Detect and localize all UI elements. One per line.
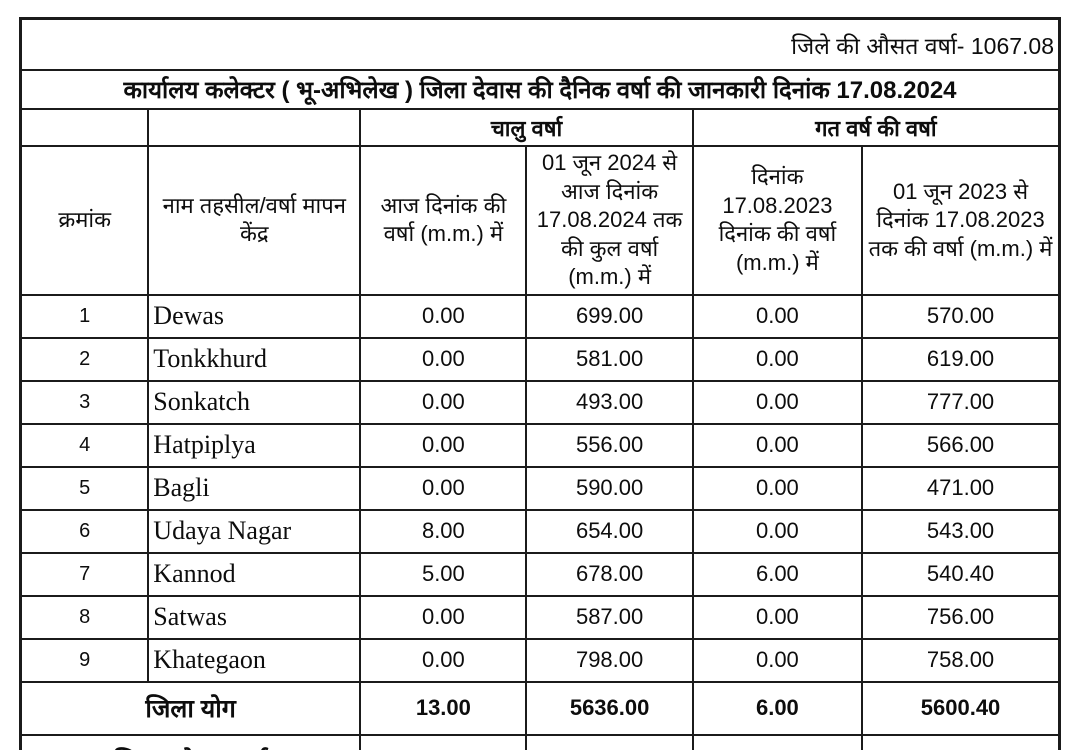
row-serial-number: 7 xyxy=(19,551,150,597)
row-today-rain: 0.00 xyxy=(359,379,528,425)
row-prev-today-rain: 0.00 xyxy=(691,293,864,339)
table-row: 6 Udaya Nagar 8.00 654.00 0.00 543.00 xyxy=(19,508,1061,554)
row-prev-cumulative-rain: 471.00 xyxy=(861,465,1061,511)
row-today-rain: 0.00 xyxy=(359,594,528,640)
row-prev-today-rain: 0.00 xyxy=(691,637,864,683)
row-prev-today-rain: 0.00 xyxy=(691,465,864,511)
row-prev-today-rain: 0.00 xyxy=(691,379,864,425)
row-prev-cumulative-rain: 758.00 xyxy=(861,637,1061,683)
column-header-row: क्रमांक नाम तहसील/वर्षा मापन केंद्र आज द… xyxy=(19,145,1061,296)
district-total-row: जिला योग 13.00 5636.00 6.00 5600.40 xyxy=(19,680,1061,736)
column-header-prev-today-rain: दिनांक 17.08.2023 दिनांक की वर्षा (m.m.)… xyxy=(691,145,864,296)
row-today-rain: 5.00 xyxy=(359,551,528,597)
district-total-today: 13.00 xyxy=(359,680,528,736)
row-serial-number: 4 xyxy=(19,422,150,468)
column-header-sno: क्रमांक xyxy=(19,145,150,296)
table-row: 5 Bagli 0.00 590.00 0.00 471.00 xyxy=(19,465,1061,511)
table-row: 9 Khategaon 0.00 798.00 0.00 758.00 xyxy=(19,637,1061,683)
row-today-rain: 0.00 xyxy=(359,293,528,339)
table-row: 2 Tonkkhurd 0.00 581.00 0.00 619.00 xyxy=(19,336,1061,382)
row-serial-number: 1 xyxy=(19,293,150,339)
row-today-rain: 0.00 xyxy=(359,336,528,382)
row-tehsil-name: Kannod xyxy=(147,551,362,597)
column-header-cumulative-rain: 01 जून 2024 से आज दिनांक 17.08.2024 तक क… xyxy=(525,145,694,296)
row-cumulative-rain: 581.00 xyxy=(525,336,694,382)
row-today-rain: 0.00 xyxy=(359,637,528,683)
rainfall-table: जिले की औसत वर्षा- 1067.08 कार्यालय कलेक… xyxy=(19,17,1061,750)
row-cumulative-rain: 699.00 xyxy=(525,293,694,339)
row-serial-number: 6 xyxy=(19,508,150,554)
district-average-rainfall-label: जिला औसत वर्षा xyxy=(19,733,362,750)
row-cumulative-rain: 654.00 xyxy=(525,508,694,554)
row-cumulative-rain: 590.00 xyxy=(525,465,694,511)
column-header-prev-cumulative-rain: 01 जून 2023 से दिनांक 17.08.2023 तक की व… xyxy=(861,145,1061,296)
district-average-prev-today: 0.67 xyxy=(691,733,864,750)
row-tehsil-name: Tonkkhurd xyxy=(147,336,362,382)
row-prev-cumulative-rain: 543.00 xyxy=(861,508,1061,554)
group-header-previous-year: गत वर्ष की वर्षा xyxy=(691,108,1061,147)
row-cumulative-rain: 798.00 xyxy=(525,637,694,683)
district-total-cumulative: 5636.00 xyxy=(525,680,694,736)
row-today-rain: 8.00 xyxy=(359,508,528,554)
rainfall-report-document: जिले की औसत वर्षा- 1067.08 कार्यालय कलेक… xyxy=(19,17,1061,750)
row-tehsil-name: Sonkatch xyxy=(147,379,362,425)
district-total-prev-today: 6.00 xyxy=(691,680,864,736)
row-tehsil-name: Udaya Nagar xyxy=(147,508,362,554)
row-tehsil-name: Bagli xyxy=(147,465,362,511)
table-row: 8 Satwas 0.00 587.00 0.00 756.00 xyxy=(19,594,1061,640)
row-cumulative-rain: 493.00 xyxy=(525,379,694,425)
row-prev-cumulative-rain: 540.40 xyxy=(861,551,1061,597)
row-tehsil-name: Khategaon xyxy=(147,637,362,683)
column-header-today-rain: आज दिनांक की वर्षा (m.m.) में xyxy=(359,145,528,296)
group-header-current-year: चालु वर्षा xyxy=(359,108,694,147)
row-prev-cumulative-rain: 756.00 xyxy=(861,594,1061,640)
group-header-empty-name xyxy=(147,108,362,147)
row-prev-today-rain: 0.00 xyxy=(691,508,864,554)
row-serial-number: 8 xyxy=(19,594,150,640)
table-body: 1 Dewas 0.00 699.00 0.00 570.00 2 Tonkkh… xyxy=(19,293,1061,683)
row-serial-number: 5 xyxy=(19,465,150,511)
page-title: कार्यालय कलेक्टर ( भू-अभिलेख ) जिला देवा… xyxy=(19,69,1061,110)
row-cumulative-rain: 587.00 xyxy=(525,594,694,640)
row-prev-cumulative-rain: 570.00 xyxy=(861,293,1061,339)
row-prev-today-rain: 0.00 xyxy=(691,594,864,640)
district-average-rainfall-row: जिला औसत वर्षा 1.44 626.22 0.67 622.27 xyxy=(19,733,1061,750)
row-prev-cumulative-rain: 777.00 xyxy=(861,379,1061,425)
row-tehsil-name: Hatpiplya xyxy=(147,422,362,468)
row-today-rain: 0.00 xyxy=(359,465,528,511)
group-header-empty-sno xyxy=(19,108,150,147)
row-serial-number: 9 xyxy=(19,637,150,683)
column-header-name: नाम तहसील/वर्षा मापन केंद्र xyxy=(147,145,362,296)
district-total-label: जिला योग xyxy=(19,680,362,736)
row-serial-number: 3 xyxy=(19,379,150,425)
row-cumulative-rain: 678.00 xyxy=(525,551,694,597)
district-average-text: जिले की औसत वर्षा- 1067.08 xyxy=(19,17,1061,71)
district-average-cumulative: 626.22 xyxy=(525,733,694,750)
table-row: 3 Sonkatch 0.00 493.00 0.00 777.00 xyxy=(19,379,1061,425)
row-prev-today-rain: 6.00 xyxy=(691,551,864,597)
row-cumulative-rain: 556.00 xyxy=(525,422,694,468)
district-average-today: 1.44 xyxy=(359,733,528,750)
table-row: 4 Hatpiplya 0.00 556.00 0.00 566.00 xyxy=(19,422,1061,468)
table-row: 7 Kannod 5.00 678.00 6.00 540.40 xyxy=(19,551,1061,597)
title-row: कार्यालय कलेक्टर ( भू-अभिलेख ) जिला देवा… xyxy=(19,69,1061,110)
row-tehsil-name: Satwas xyxy=(147,594,362,640)
table-row: 1 Dewas 0.00 699.00 0.00 570.00 xyxy=(19,293,1061,339)
district-average-row: जिले की औसत वर्षा- 1067.08 xyxy=(19,17,1061,71)
group-header-row: चालु वर्षा गत वर्ष की वर्षा xyxy=(19,108,1061,147)
row-serial-number: 2 xyxy=(19,336,150,382)
district-average-prev-cumulative: 622.27 xyxy=(861,733,1061,750)
row-prev-today-rain: 0.00 xyxy=(691,336,864,382)
row-prev-cumulative-rain: 566.00 xyxy=(861,422,1061,468)
row-tehsil-name: Dewas xyxy=(147,293,362,339)
row-prev-today-rain: 0.00 xyxy=(691,422,864,468)
district-total-prev-cumulative: 5600.40 xyxy=(861,680,1061,736)
row-today-rain: 0.00 xyxy=(359,422,528,468)
row-prev-cumulative-rain: 619.00 xyxy=(861,336,1061,382)
